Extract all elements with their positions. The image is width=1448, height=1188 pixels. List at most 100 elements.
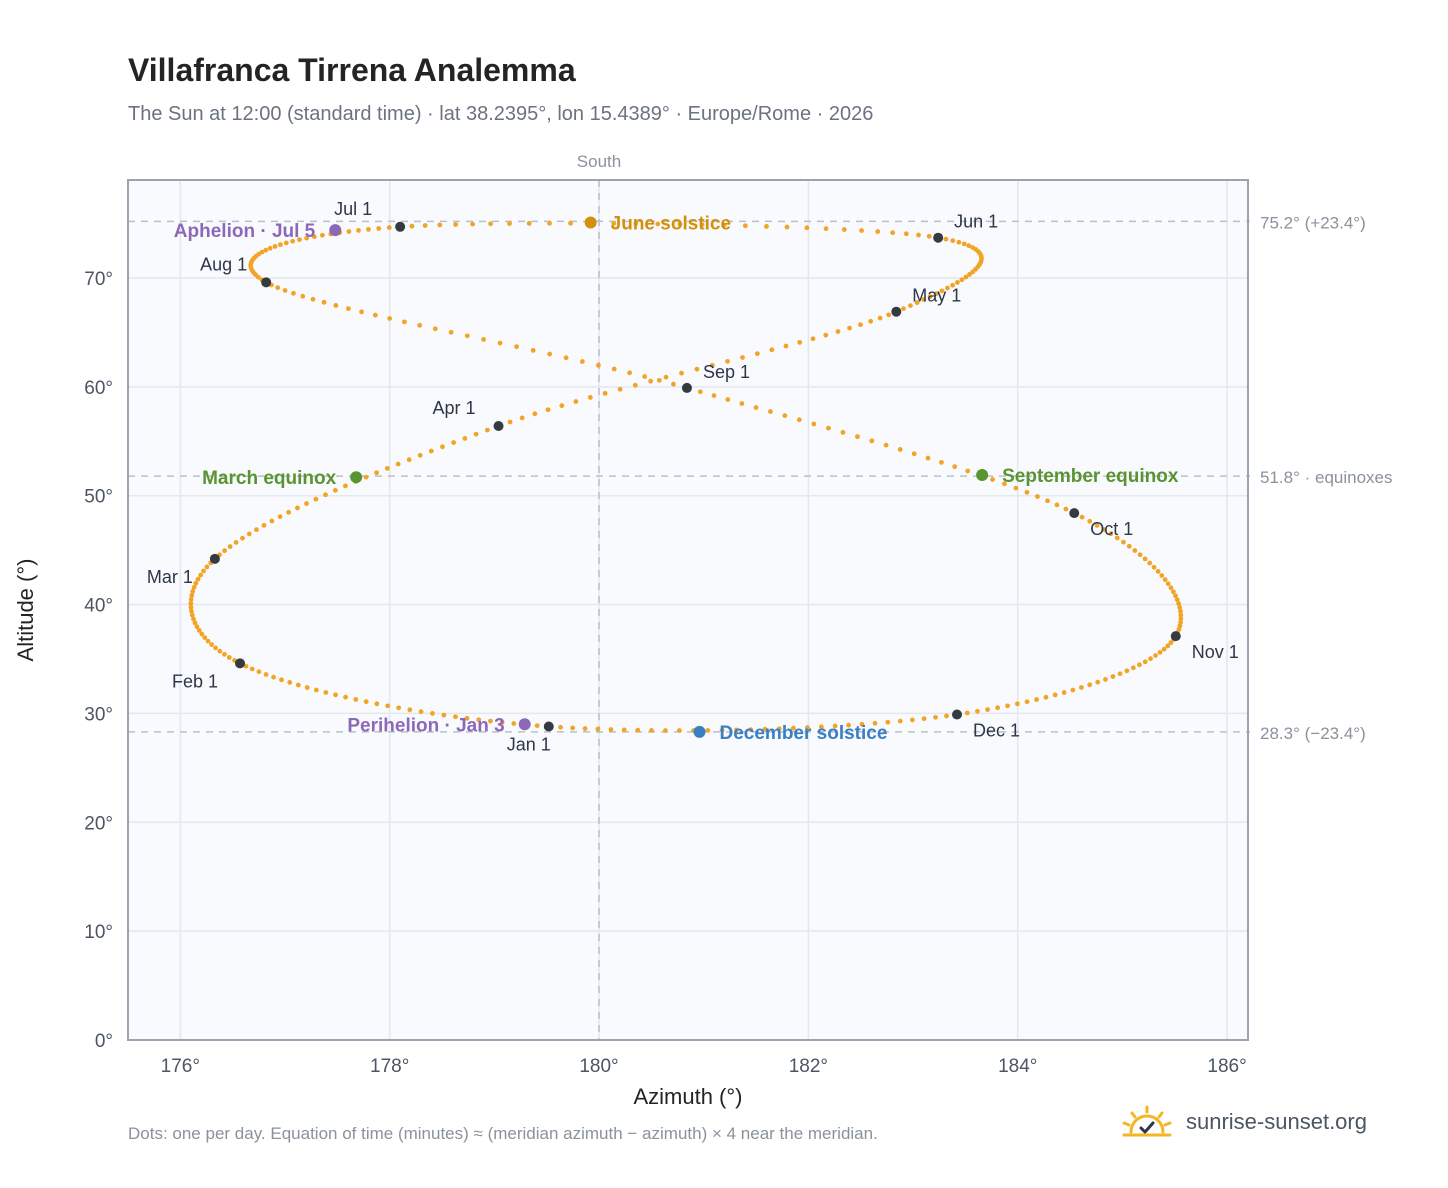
daily-dot xyxy=(488,718,493,724)
daily-dot xyxy=(952,464,958,470)
daily-dot xyxy=(671,381,676,387)
daily-dot xyxy=(677,728,682,733)
daily-dot xyxy=(1087,682,1093,688)
daily-dot xyxy=(547,351,553,357)
daily-dot xyxy=(711,393,717,399)
daily-dot xyxy=(191,616,196,622)
month-marker xyxy=(952,709,963,720)
daily-dot xyxy=(1014,701,1020,707)
daily-dot xyxy=(797,339,803,345)
event-marker xyxy=(518,718,531,731)
daily-dot xyxy=(374,701,380,707)
month-label: Oct 1 xyxy=(1090,519,1133,539)
daily-dot xyxy=(374,470,380,476)
daily-dot xyxy=(226,655,232,660)
daily-dot xyxy=(963,274,969,280)
daily-dot xyxy=(511,721,517,726)
daily-dot xyxy=(748,727,754,733)
daily-dot xyxy=(269,518,275,524)
daily-dot xyxy=(782,413,788,419)
month-label: Mar 1 xyxy=(147,567,193,587)
event-label: Perihelion · Jan 3 xyxy=(347,715,504,736)
daily-dot xyxy=(530,347,536,353)
daily-dot xyxy=(810,336,816,342)
daily-dot xyxy=(911,451,917,457)
month-label: May 1 xyxy=(912,286,961,306)
daily-dot xyxy=(939,459,944,465)
daily-dot xyxy=(227,544,233,549)
daily-dot xyxy=(519,415,525,421)
meridian-label: South xyxy=(577,152,621,171)
daily-dot xyxy=(1005,703,1010,709)
daily-dot xyxy=(1176,601,1182,607)
daily-dot xyxy=(222,548,227,554)
daily-dot xyxy=(417,452,423,458)
daily-dot xyxy=(1178,612,1184,618)
daily-dot xyxy=(323,690,329,695)
reference-line-label: 75.2° (+23.4°) xyxy=(1260,213,1366,232)
daily-dot xyxy=(406,457,412,463)
daily-dot xyxy=(297,237,302,243)
month-marker xyxy=(235,658,245,669)
daily-dot xyxy=(359,309,364,315)
chart-title: Villafranca Tirrena Analemma xyxy=(128,52,576,88)
daily-dot xyxy=(290,238,296,244)
daily-dot xyxy=(499,719,505,725)
daily-dot xyxy=(1034,697,1039,702)
daily-dot xyxy=(451,440,457,445)
daily-dot xyxy=(204,564,210,570)
daily-dot xyxy=(955,280,960,285)
daily-dot xyxy=(430,711,435,716)
x-tick-label: 176° xyxy=(161,1056,200,1077)
daily-dot xyxy=(333,692,338,698)
daily-dot xyxy=(448,329,454,335)
daily-dot xyxy=(642,374,648,379)
daily-dot xyxy=(679,370,684,376)
daily-dot xyxy=(507,221,512,226)
daily-dot xyxy=(632,382,638,388)
daily-dot xyxy=(1165,643,1171,649)
daily-dot xyxy=(926,233,932,239)
daily-dot xyxy=(1168,585,1174,591)
daily-dot xyxy=(1178,619,1183,625)
event-label: Aphelion · Jul 5 xyxy=(174,221,316,242)
daily-dot xyxy=(343,694,348,700)
daily-dot xyxy=(1087,518,1093,524)
daily-dot xyxy=(1162,577,1168,583)
daily-dot xyxy=(1161,646,1167,652)
daily-dot xyxy=(655,221,661,227)
x-tick-label: 178° xyxy=(370,1056,409,1077)
daily-dot xyxy=(532,411,538,417)
daily-dot xyxy=(526,220,532,226)
daily-dot xyxy=(985,707,990,713)
daily-dot xyxy=(1157,649,1163,655)
daily-dot xyxy=(1114,535,1120,541)
x-tick-label: 180° xyxy=(579,1056,618,1077)
daily-dot xyxy=(453,714,458,720)
brand[interactable]: sunrise-sunset.org xyxy=(1120,1102,1367,1142)
daily-dot xyxy=(883,442,889,448)
daily-dot xyxy=(1052,692,1058,698)
daily-dot xyxy=(705,728,711,733)
daily-dot xyxy=(395,461,401,467)
daily-dot xyxy=(319,232,325,238)
daily-dot xyxy=(1054,502,1060,508)
daily-dot xyxy=(903,231,909,237)
daily-dot xyxy=(277,514,283,520)
daily-dot xyxy=(885,719,891,725)
daily-dot xyxy=(1110,674,1116,679)
daily-dot xyxy=(484,427,490,433)
daily-dot xyxy=(282,288,288,293)
daily-dot xyxy=(353,697,359,702)
daily-dot xyxy=(191,584,197,590)
daily-dot xyxy=(254,527,259,533)
daily-dot xyxy=(313,687,319,693)
daily-dot xyxy=(841,227,847,232)
daily-dot xyxy=(190,588,196,594)
daily-dot xyxy=(995,705,1001,711)
daily-dot xyxy=(488,221,493,227)
y-tick-label: 40° xyxy=(84,596,113,617)
daily-dot xyxy=(1079,514,1085,520)
brand-name: sunrise-sunset.org xyxy=(1186,1109,1367,1134)
daily-dot xyxy=(195,576,201,582)
